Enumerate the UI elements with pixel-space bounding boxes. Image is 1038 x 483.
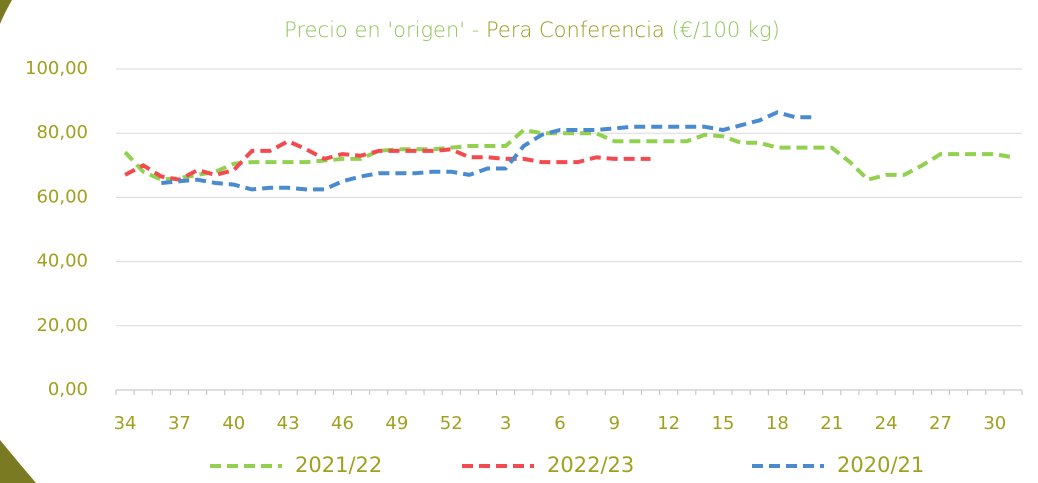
x-tick-label: 3 [500,413,511,434]
x-tick-label: 49 [385,413,408,434]
x-tick-label: 40 [222,413,245,434]
x-tick-label: 9 [609,413,620,434]
y-tick-label: 0,00 [48,379,88,400]
x-tick-label: 18 [766,413,789,434]
x-tick-label: 30 [983,413,1006,434]
x-tick-label: 15 [712,413,735,434]
x-tick-label: 12 [657,413,680,434]
x-tick-label: 34 [114,413,137,434]
y-tick-label: 100,00 [25,58,88,79]
x-tick-label: 46 [331,413,354,434]
series-line [161,110,814,192]
x-tick-label: 21 [820,413,843,434]
x-tick-label: 52 [440,413,463,434]
series-line [124,139,651,182]
chart-title: Precio en 'origen' - Pera Conferencia (€… [284,18,780,42]
title-part: Precio en 'origen' - [284,18,486,42]
x-tick-label: 37 [168,413,191,434]
legend-label: 2022/23 [547,453,634,477]
series-line [123,128,1014,182]
title-part: Pera Conferencia [486,18,665,42]
title-part: (€/100 kg) [665,18,780,42]
y-tick-label: 20,00 [36,315,88,336]
legend-label: 2021/22 [295,453,382,477]
legend-label: 2020/21 [837,453,924,477]
y-tick-label: 40,00 [36,251,88,272]
y-tick-label: 60,00 [36,186,88,207]
x-tick-label: 27 [929,413,952,434]
corner-decoration [0,440,36,483]
corner-decoration [0,0,12,24]
y-tick-label: 80,00 [36,122,88,143]
x-tick-label: 43 [277,413,300,434]
x-tick-label: 24 [875,413,898,434]
x-tick-label: 6 [554,413,565,434]
